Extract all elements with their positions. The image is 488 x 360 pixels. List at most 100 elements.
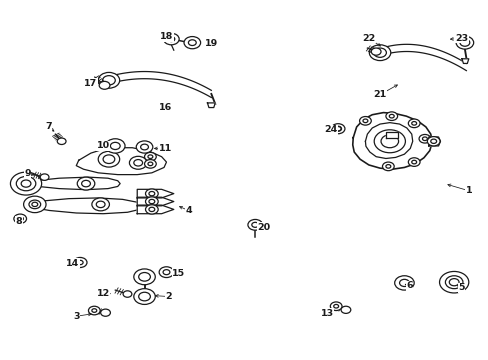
Text: 15: 15 — [172, 269, 185, 278]
Polygon shape — [385, 132, 397, 138]
Circle shape — [333, 305, 338, 308]
Circle shape — [10, 172, 41, 195]
Circle shape — [136, 141, 153, 153]
Circle shape — [445, 276, 462, 289]
Text: 16: 16 — [159, 103, 172, 112]
Text: 22: 22 — [362, 34, 375, 43]
Circle shape — [388, 114, 393, 118]
Text: 8: 8 — [16, 217, 22, 226]
Circle shape — [139, 273, 150, 281]
Circle shape — [385, 112, 397, 121]
Circle shape — [17, 217, 23, 221]
Circle shape — [110, 142, 120, 149]
Circle shape — [418, 134, 430, 143]
Circle shape — [105, 139, 125, 153]
Text: 1: 1 — [465, 186, 471, 195]
Circle shape — [144, 152, 156, 161]
Circle shape — [188, 40, 196, 45]
Text: 5: 5 — [457, 283, 464, 292]
Circle shape — [77, 177, 95, 190]
Circle shape — [439, 271, 468, 293]
Circle shape — [183, 37, 200, 49]
Circle shape — [145, 189, 158, 198]
Polygon shape — [137, 189, 173, 198]
Circle shape — [148, 155, 153, 158]
Circle shape — [134, 269, 155, 285]
Circle shape — [32, 202, 38, 207]
Circle shape — [368, 45, 390, 60]
Text: 7: 7 — [45, 122, 52, 131]
Text: 17: 17 — [84, 79, 97, 88]
Polygon shape — [76, 148, 166, 175]
Polygon shape — [207, 103, 215, 108]
Circle shape — [57, 138, 66, 144]
Circle shape — [149, 192, 155, 196]
Polygon shape — [32, 198, 142, 214]
Circle shape — [101, 309, 110, 316]
Circle shape — [92, 198, 109, 211]
Polygon shape — [378, 44, 466, 71]
Polygon shape — [428, 137, 440, 146]
Circle shape — [149, 207, 155, 212]
Text: 19: 19 — [204, 39, 218, 48]
Circle shape — [448, 279, 458, 286]
Circle shape — [102, 76, 115, 85]
Text: 4: 4 — [185, 206, 191, 215]
Circle shape — [422, 137, 427, 140]
Circle shape — [40, 174, 49, 180]
Text: 12: 12 — [96, 289, 109, 298]
Polygon shape — [137, 197, 173, 206]
Circle shape — [14, 214, 26, 224]
Circle shape — [407, 158, 419, 166]
Circle shape — [17, 217, 23, 221]
Text: 2: 2 — [165, 292, 172, 301]
Circle shape — [73, 257, 87, 267]
Circle shape — [145, 197, 158, 206]
Circle shape — [129, 156, 147, 169]
Text: 13: 13 — [320, 309, 333, 318]
Circle shape — [23, 196, 46, 213]
Circle shape — [382, 162, 393, 171]
Circle shape — [141, 144, 148, 150]
Circle shape — [144, 159, 156, 168]
Circle shape — [385, 165, 390, 168]
Circle shape — [16, 176, 36, 191]
Text: 11: 11 — [159, 144, 172, 153]
Circle shape — [99, 81, 110, 89]
Text: 6: 6 — [405, 281, 412, 290]
Polygon shape — [137, 205, 173, 214]
Circle shape — [134, 289, 155, 305]
Circle shape — [163, 33, 179, 45]
Circle shape — [340, 306, 350, 314]
Circle shape — [92, 309, 97, 312]
Circle shape — [149, 199, 155, 204]
Polygon shape — [352, 113, 431, 169]
Text: 10: 10 — [96, 141, 109, 150]
Text: 20: 20 — [257, 223, 270, 232]
Circle shape — [430, 139, 436, 143]
Circle shape — [247, 220, 262, 230]
Circle shape — [251, 222, 258, 227]
Circle shape — [455, 36, 473, 49]
Circle shape — [21, 180, 31, 187]
Circle shape — [362, 119, 367, 123]
Circle shape — [77, 260, 83, 265]
Polygon shape — [461, 59, 468, 63]
Circle shape — [359, 117, 370, 125]
Circle shape — [103, 155, 115, 163]
Text: 24: 24 — [324, 125, 337, 134]
Circle shape — [96, 201, 105, 208]
Polygon shape — [108, 72, 211, 98]
Circle shape — [399, 279, 408, 287]
Text: 3: 3 — [73, 312, 80, 321]
Circle shape — [411, 122, 416, 125]
Circle shape — [163, 270, 169, 275]
Circle shape — [330, 302, 341, 311]
Circle shape — [29, 200, 41, 209]
Text: 21: 21 — [373, 90, 386, 99]
Text: 23: 23 — [454, 34, 467, 43]
Circle shape — [334, 126, 341, 131]
Circle shape — [139, 292, 150, 301]
Circle shape — [167, 37, 174, 41]
Circle shape — [98, 151, 120, 167]
